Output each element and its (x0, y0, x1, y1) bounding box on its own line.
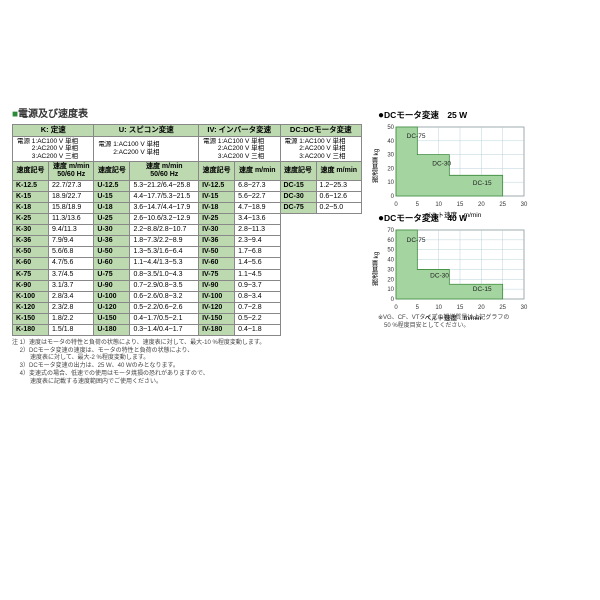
table-row: K-903.1/3.7U-900.7~2.9/0.8~3.5IV-900.9~3… (13, 280, 362, 291)
power-spec: 電源 1:AC100 V 単相 2:AC200 V 単相 (94, 136, 199, 161)
svg-text:40: 40 (387, 139, 394, 145)
svg-text:10: 10 (387, 287, 394, 293)
table-row: K-1518.9/22.7U-154.4~17.7/5.3~21.5IV-155… (13, 192, 362, 203)
group-header: IV: インバータ変速 (199, 125, 280, 137)
svg-text:25: 25 (499, 305, 506, 311)
svg-text:15: 15 (457, 305, 464, 311)
column-header: 速度 m/min (316, 162, 361, 181)
chart-title: ●DCモータ変速 25 W (378, 109, 588, 121)
column-header: 速度 m/min50/60 Hz (130, 162, 199, 181)
step-chart: 搬送質量 kg 05101520253001020304050DC-75DC-3… (378, 123, 528, 208)
svg-text:50: 50 (387, 248, 394, 254)
power-spec: 電源 1:AC100 V 単相 2:AC200 V 単相 3:AC200 V 三… (199, 136, 280, 161)
svg-text:0: 0 (391, 194, 395, 200)
svg-text:DC-75: DC-75 (407, 237, 426, 244)
svg-text:DC-30: DC-30 (432, 161, 451, 168)
svg-text:20: 20 (387, 166, 394, 172)
table-row: K-309.4/11.3U-302.2~8.8/2.8~10.7IV-302.8… (13, 225, 362, 236)
svg-text:50: 50 (387, 125, 394, 131)
group-header: K: 定速 (13, 125, 94, 137)
svg-text:25: 25 (499, 202, 506, 208)
column-header: 速度 m/min (235, 162, 280, 181)
table-row: K-505.6/6.8U-501.3~5.3/1.6~6.4IV-501.7~6… (13, 247, 362, 258)
svg-text:5: 5 (416, 305, 420, 311)
column-header: 速度記号 (280, 162, 316, 181)
svg-text:0: 0 (394, 202, 398, 208)
column-header: 速度記号 (94, 162, 130, 181)
table-row: K-1002.8/3.4U-1000.6~2.6/0.8~3.2IV-1000.… (13, 291, 362, 302)
svg-text:20: 20 (478, 305, 485, 311)
column-header: 速度記号 (13, 162, 49, 181)
group-header: U: スピコン変速 (94, 125, 199, 137)
svg-text:15: 15 (457, 202, 464, 208)
group-header: DC:DCモータ変速 (280, 125, 362, 137)
svg-text:DC-30: DC-30 (430, 272, 449, 279)
svg-text:60: 60 (387, 238, 394, 244)
svg-text:10: 10 (435, 305, 442, 311)
table-row: K-753.7/4.5U-750.8~3.5/1.0~4.3IV-751.1~4… (13, 269, 362, 280)
table-row: K-1501.8/2.2U-1500.4~1.7/0.5~2.1IV-1500.… (13, 313, 362, 324)
svg-text:DC-15: DC-15 (473, 286, 492, 293)
step-chart: 搬送質量 kg 051015202530010203040506070DC-75… (378, 226, 528, 311)
table-row: K-367.9/9.4U-361.8~7.3/2.2~8.9IV-362.3~9… (13, 236, 362, 247)
svg-text:30: 30 (521, 202, 528, 208)
table-row: K-1801.5/1.8U-1800.3~1.4/0.4~1.7IV-1800.… (13, 324, 362, 335)
svg-text:10: 10 (387, 180, 394, 186)
svg-text:20: 20 (387, 277, 394, 283)
svg-text:30: 30 (387, 267, 394, 273)
table-row: K-2511.3/13.6U-252.6~10.6/3.2~12.9IV-253… (13, 214, 362, 225)
speed-table: K: 定速U: スピコン変速IV: インバータ変速DC:DCモータ変速電源 1:… (12, 124, 362, 336)
table-row: K-12.522.7/27.3U-12.55.3~21.2/6.4~25.8IV… (13, 181, 362, 192)
x-axis-label: ベルト速度 m/min (378, 209, 528, 219)
svg-text:20: 20 (478, 202, 485, 208)
svg-text:30: 30 (521, 305, 528, 311)
table-notes: 注 1）速度はモータの特性と負荷の状態により、速度表に対して、最大-10 %程度… (12, 340, 362, 387)
svg-text:DC-15: DC-15 (473, 180, 492, 187)
svg-text:70: 70 (387, 228, 394, 234)
svg-text:DC-75: DC-75 (407, 133, 426, 140)
svg-text:10: 10 (435, 202, 442, 208)
column-header: 速度 m/min50/60 Hz (49, 162, 94, 181)
y-axis-label: 搬送質量 kg (372, 148, 382, 183)
y-axis-label: 搬送質量 kg (372, 251, 382, 286)
svg-text:40: 40 (387, 258, 394, 264)
power-spec: 電源 1:AC100 V 単相 2:AC200 V 単相 3:AC200 V 三… (13, 136, 94, 161)
svg-text:5: 5 (416, 202, 420, 208)
x-axis-label: ベルト速度 m/min (378, 312, 528, 322)
table-row: K-1815.8/18.9U-183.6~14.7/4.4~17.9IV-184… (13, 203, 362, 214)
svg-text:0: 0 (394, 305, 398, 311)
table-row: K-604.7/5.6U-601.1~4.4/1.3~5.3IV-601.4~5… (13, 258, 362, 269)
svg-text:0: 0 (391, 297, 395, 303)
power-spec: 電源 1:AC100 V 単相 2:AC200 V 単相 3:AC200 V 三… (280, 136, 362, 161)
svg-text:30: 30 (387, 153, 394, 159)
table-row: K-1202.3/2.8U-1200.5~2.2/0.6~2.6IV-1200.… (13, 302, 362, 313)
section-title: ■電源及び速度表 (12, 105, 362, 120)
column-header: 速度記号 (199, 162, 235, 181)
